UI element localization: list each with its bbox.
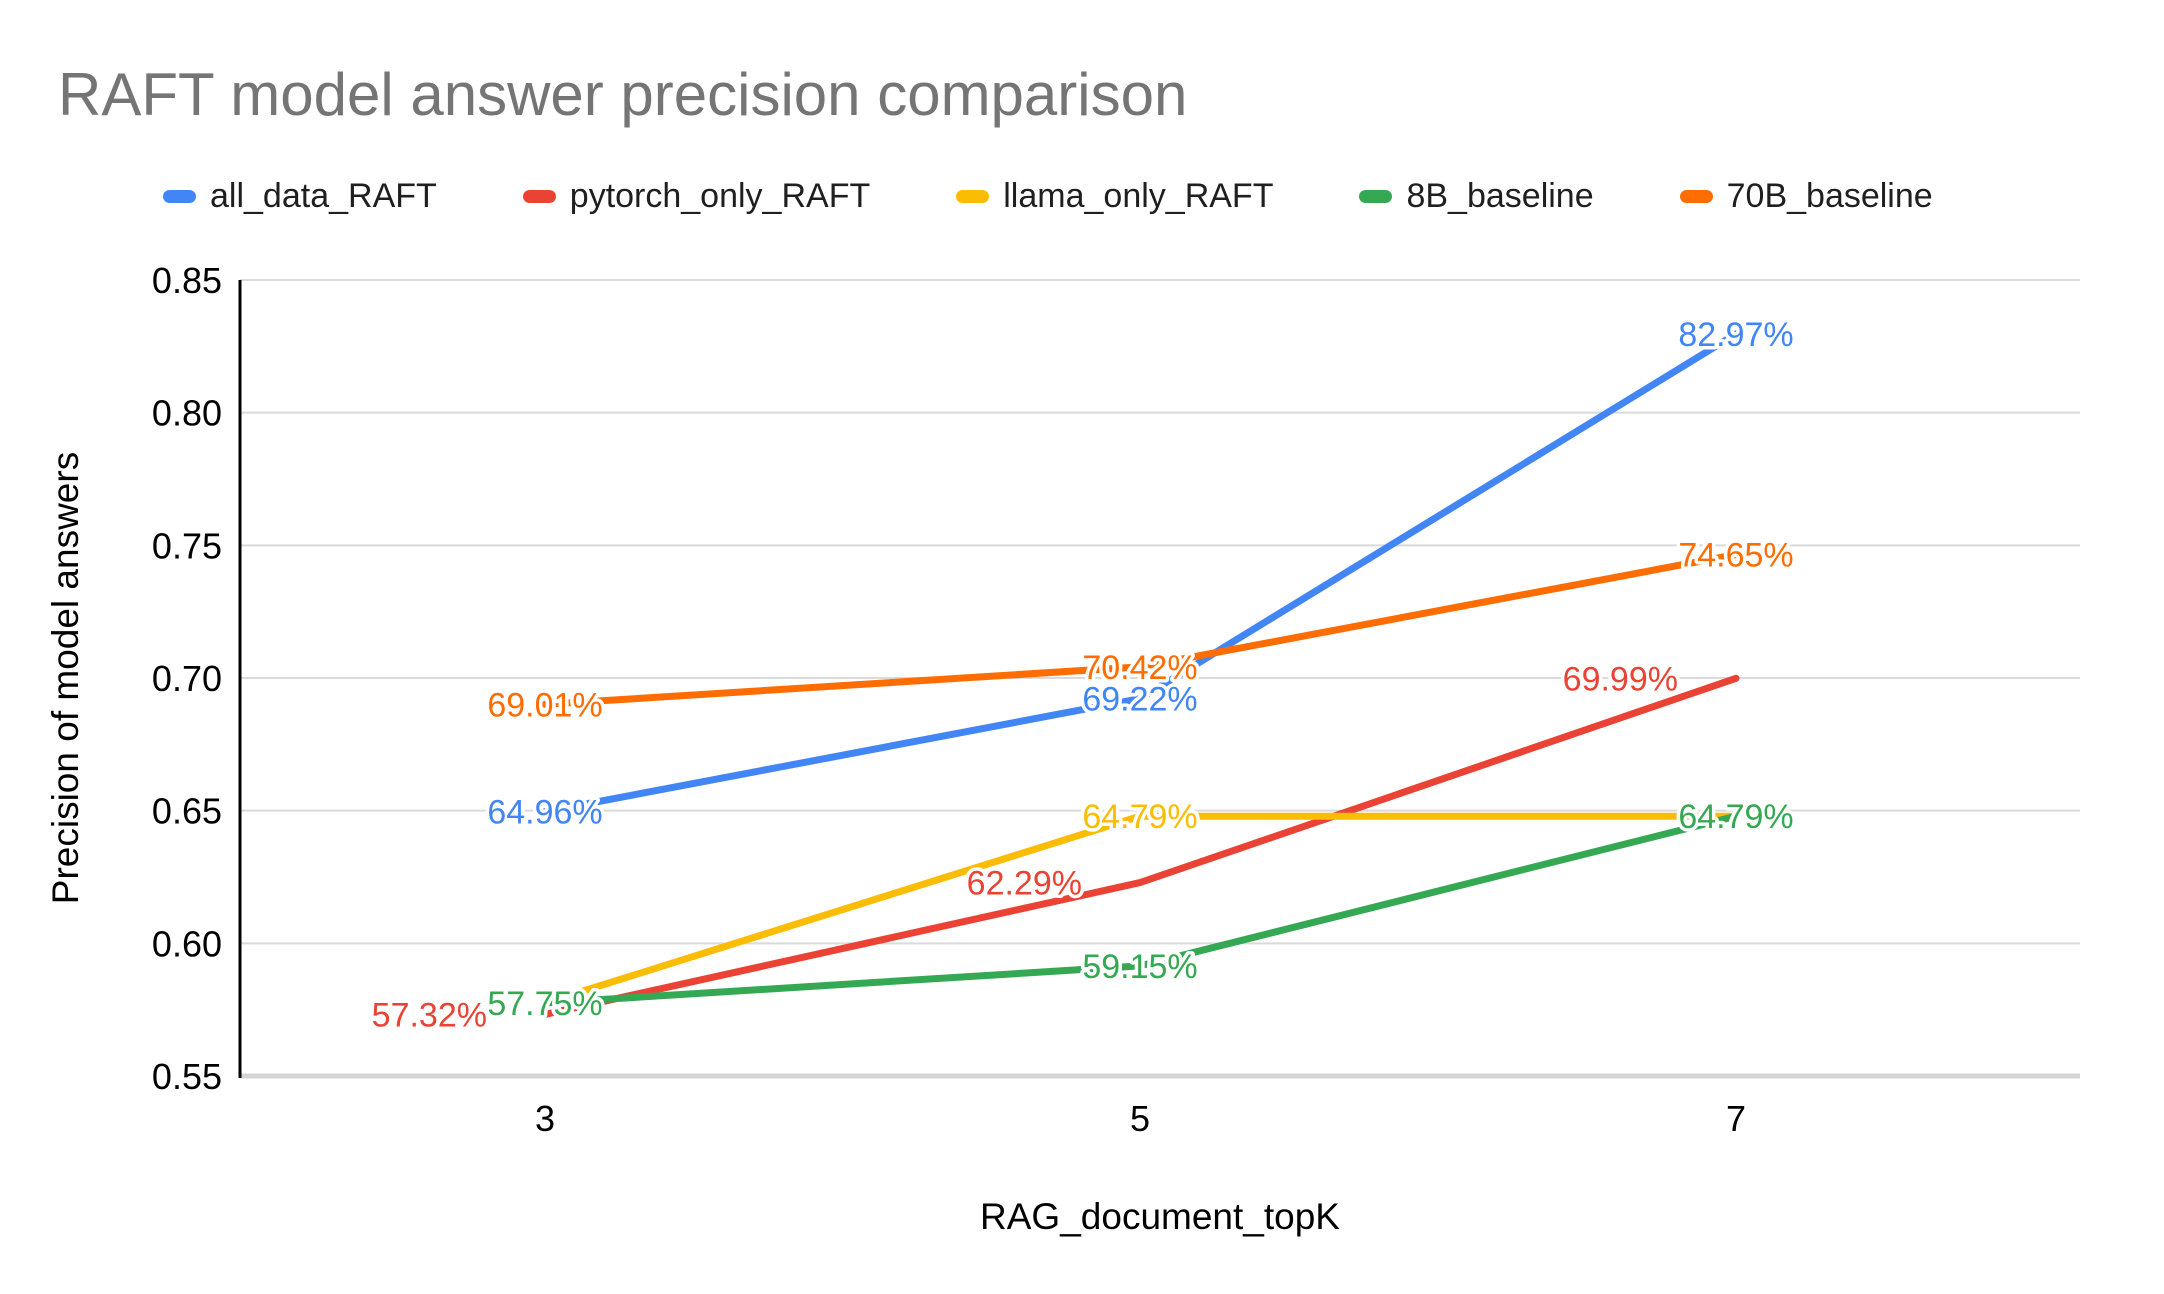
data-label-8B_baseline: 57.75% <box>487 985 602 1023</box>
legend: all_data_RAFT pytorch_only_RAFT llama_only… <box>163 174 1933 218</box>
legend-swatch-icon <box>956 189 990 203</box>
x-axis-title: RAG_document_topK <box>980 1196 1340 1237</box>
legend-swatch-icon <box>522 189 556 203</box>
series-line-llama_only_RAFT <box>541 812 1740 1007</box>
data-label-pytorch_only_RAFT: 57.32% <box>372 996 487 1034</box>
series-line-pytorch_only_RAFT <box>541 674 1740 1018</box>
data-label-pytorch_only_RAFT: 69.99% <box>1563 660 1678 698</box>
legend-label: all_data_RAFT <box>210 176 437 215</box>
legend-label: llama_only_RAFT <box>1003 176 1274 215</box>
legend-swatch-icon <box>163 189 196 203</box>
x-tick-label: 5 <box>1130 1098 1150 1139</box>
legend-label: pytorch_only_RAFT <box>569 176 871 215</box>
y-tick-label: 0.65 <box>152 791 222 832</box>
data-label-all_data_RAFT: 64.96% <box>487 794 602 832</box>
data-label-pytorch_only_RAFT: 62.29% <box>967 865 1082 903</box>
legend-label: 8B_baseline <box>1406 176 1594 215</box>
series-line-70B_baseline <box>541 551 1740 708</box>
x-tick-label: 3 <box>535 1098 555 1139</box>
legend-item-8B_baseline: 8B_baseline <box>1359 176 1594 216</box>
data-label-llama_only_RAFT: 64.79% <box>1082 798 1197 836</box>
y-tick-label: 0.75 <box>152 525 222 566</box>
x-tick-label: 7 <box>1726 1098 1746 1139</box>
y-tick-label: 0.55 <box>152 1056 222 1097</box>
legend-label: 70B_baseline <box>1726 176 1933 215</box>
legend-item-llama_only_RAFT: llama_only_RAFT <box>956 177 1273 216</box>
data-label-70B_baseline: 70.42% <box>1082 649 1197 687</box>
y-tick-label: 0.80 <box>152 393 222 434</box>
series-line-8B_baseline <box>541 812 1740 1007</box>
data-label-all_data_RAFT: 82.97% <box>1678 316 1793 354</box>
data-label-70B_baseline: 69.01% <box>487 686 602 724</box>
legend-item-70B_baseline: 70B_baseline <box>1679 176 1933 216</box>
legend-swatch-icon <box>1679 189 1713 203</box>
legend-item-pytorch_only_RAFT: pytorch_only_RAFT <box>522 176 871 216</box>
data-label-all_data_RAFT: 69.22% <box>1082 681 1197 719</box>
series-line-all_data_RAFT <box>541 330 1740 816</box>
y-tick-label: 0.85 <box>152 260 222 301</box>
data-label-8B_baseline: 64.79% <box>1678 798 1793 836</box>
y-tick-label: 0.60 <box>152 923 222 964</box>
legend-item-all_data_RAFT: all_data_RAFT <box>163 177 437 216</box>
chart-title: RAFT model answer precision comparison <box>58 61 1188 128</box>
y-tick-label: 0.70 <box>152 658 222 699</box>
data-label-8B_baseline: 59.15% <box>1082 948 1197 986</box>
legend-swatch-icon <box>1359 189 1393 203</box>
data-label-70B_baseline: 74.65% <box>1678 537 1793 575</box>
